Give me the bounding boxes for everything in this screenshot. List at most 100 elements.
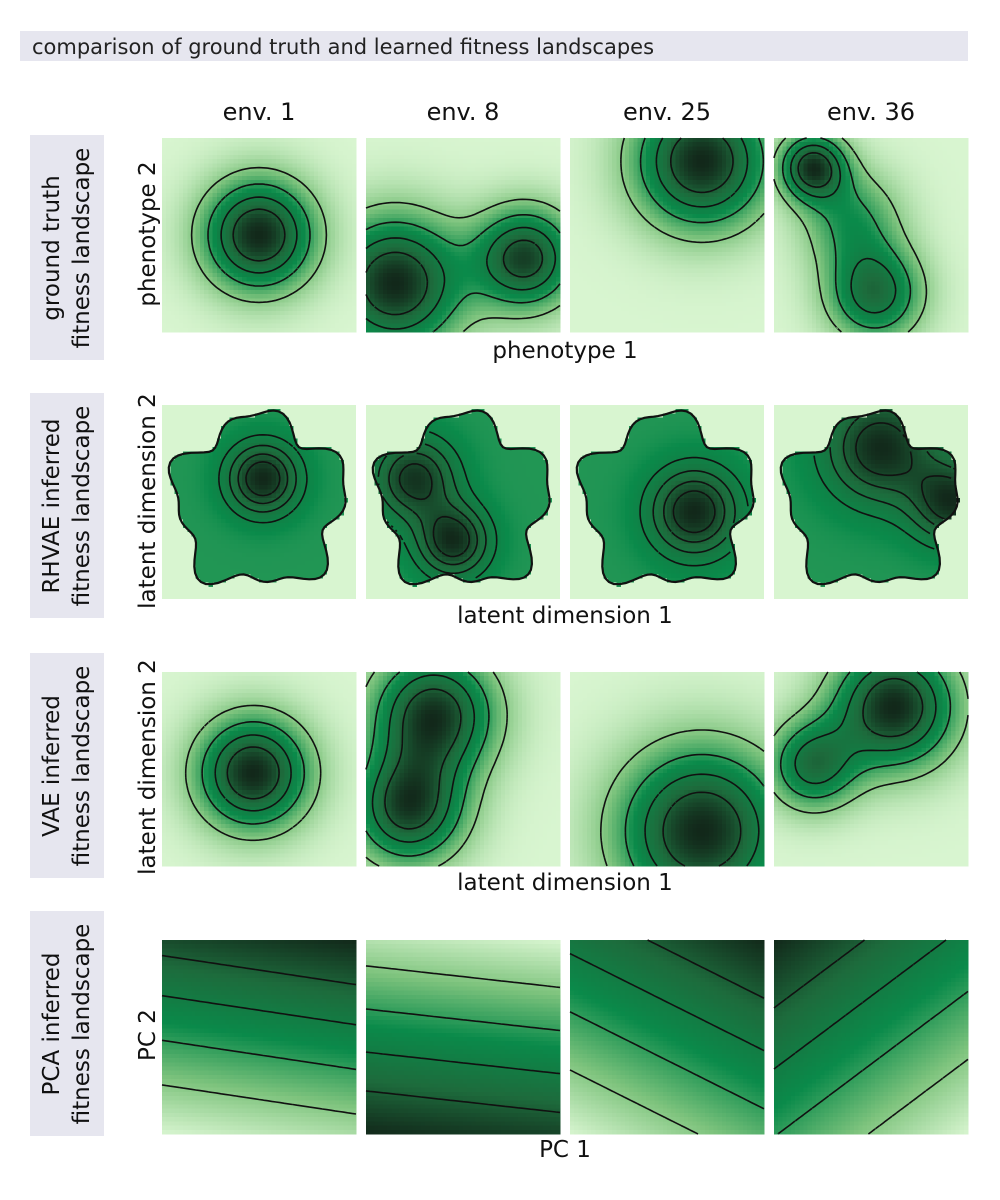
heatmap-cell [467, 251, 473, 257]
heatmap-cell [513, 264, 519, 270]
heatmap-cell [578, 192, 584, 198]
heatmap-cell [513, 310, 519, 316]
heatmap-cell [616, 142, 622, 148]
heatmap-cell [547, 285, 553, 291]
heatmap-cell [408, 167, 413, 173]
heatmap-cell [454, 230, 460, 236]
heatmap-cell [212, 171, 218, 177]
heatmap-cell [326, 319, 332, 325]
heatmap-cell [467, 306, 473, 312]
heatmap-cell [429, 188, 435, 194]
heatmap-cell [416, 327, 422, 333]
heatmap-cell [522, 260, 527, 266]
heatmap-cell [233, 175, 239, 181]
heatmap-cell [263, 175, 269, 181]
heatmap-cell [347, 184, 353, 190]
heatmap-cell [475, 268, 481, 274]
heatmap-cell [607, 188, 613, 194]
heatmap-cell [174, 327, 180, 333]
heatmap-cell [330, 218, 336, 223]
heatmap-cell [229, 180, 235, 185]
heatmap-cell [496, 289, 502, 295]
heatmap-cell [347, 150, 353, 156]
heatmap-cell [463, 159, 468, 164]
heatmap-cell [195, 163, 201, 169]
heatmap-cell [429, 163, 435, 169]
heatmap-cell [446, 167, 451, 173]
heatmap-cell [191, 315, 197, 320]
heatmap-cell [309, 264, 315, 270]
heatmap-cell [425, 146, 430, 152]
heatmap-cell [709, 192, 714, 198]
heatmap-cell [229, 163, 235, 169]
heatmap-cell [246, 197, 252, 202]
heatmap-cell [216, 289, 222, 295]
heatmap-cell [288, 298, 294, 304]
heatmap-cell [526, 213, 532, 219]
heatmap-cell [629, 180, 634, 185]
heatmap-cell [339, 302, 344, 308]
heatmap-cell [250, 302, 256, 308]
heatmap-cell [225, 222, 231, 228]
heatmap-cell [183, 239, 188, 245]
heatmap-cell [403, 188, 409, 194]
heatmap-cell [488, 319, 494, 325]
heatmap-cell [607, 163, 613, 169]
heatmap-cell [420, 154, 426, 160]
heatmap-cell [334, 226, 340, 232]
heatmap-cell [378, 138, 384, 143]
heatmap-cell [437, 302, 443, 308]
heatmap-cell [271, 188, 277, 194]
heatmap-cell [408, 235, 413, 240]
heatmap-cell [403, 184, 409, 190]
heatmap-cell [296, 315, 302, 320]
heatmap-cell [225, 150, 231, 156]
heatmap-cell [437, 281, 443, 287]
heatmap-cell [509, 205, 515, 211]
heatmap-cell [399, 184, 405, 190]
heatmap-cell [403, 154, 409, 160]
heatmap-cell [420, 197, 426, 202]
heatmap-cell [471, 298, 477, 304]
heatmap-cell [547, 323, 553, 329]
heatmap-cell [526, 171, 532, 177]
heatmap-cell [437, 247, 443, 253]
heatmap-cell [591, 184, 596, 190]
heatmap-cell [246, 192, 252, 198]
heatmap-cell [263, 243, 269, 249]
heatmap-cell [425, 306, 430, 312]
heatmap-cell [216, 239, 222, 245]
heatmap-cell [433, 247, 439, 253]
heatmap-cell [322, 230, 328, 236]
heatmap-cell [334, 298, 340, 304]
heatmap-cell [259, 192, 264, 198]
heatmap-cell [667, 138, 672, 143]
heatmap-cell [538, 205, 544, 211]
heatmap-cell [713, 163, 719, 169]
heatmap-cell [254, 188, 260, 194]
heatmap-cell [191, 239, 197, 245]
heatmap-cell [387, 247, 392, 253]
heatmap-cell [667, 201, 672, 207]
heatmap-cell [475, 159, 481, 164]
heatmap-cell [399, 294, 405, 299]
heatmap-cell [339, 277, 344, 282]
heatmap-cell [301, 171, 306, 177]
heatmap-cell [326, 171, 332, 177]
heatmap-cell [382, 319, 388, 325]
heatmap-cell [250, 192, 256, 198]
heatmap-cell [420, 247, 426, 253]
heatmap-cell [229, 184, 235, 190]
heatmap-cell [446, 302, 451, 308]
heatmap-cell [347, 306, 353, 312]
heatmap-cell [517, 230, 523, 236]
heatmap-cell [301, 167, 306, 173]
heatmap-cell [296, 171, 302, 177]
heatmap-cell [162, 230, 167, 236]
heatmap-cell [370, 315, 376, 320]
heatmap-cell [492, 327, 498, 333]
heatmap-cell [492, 171, 498, 177]
heatmap-cell [301, 323, 306, 329]
heatmap-cell [263, 260, 269, 266]
heatmap-cell [437, 298, 443, 304]
